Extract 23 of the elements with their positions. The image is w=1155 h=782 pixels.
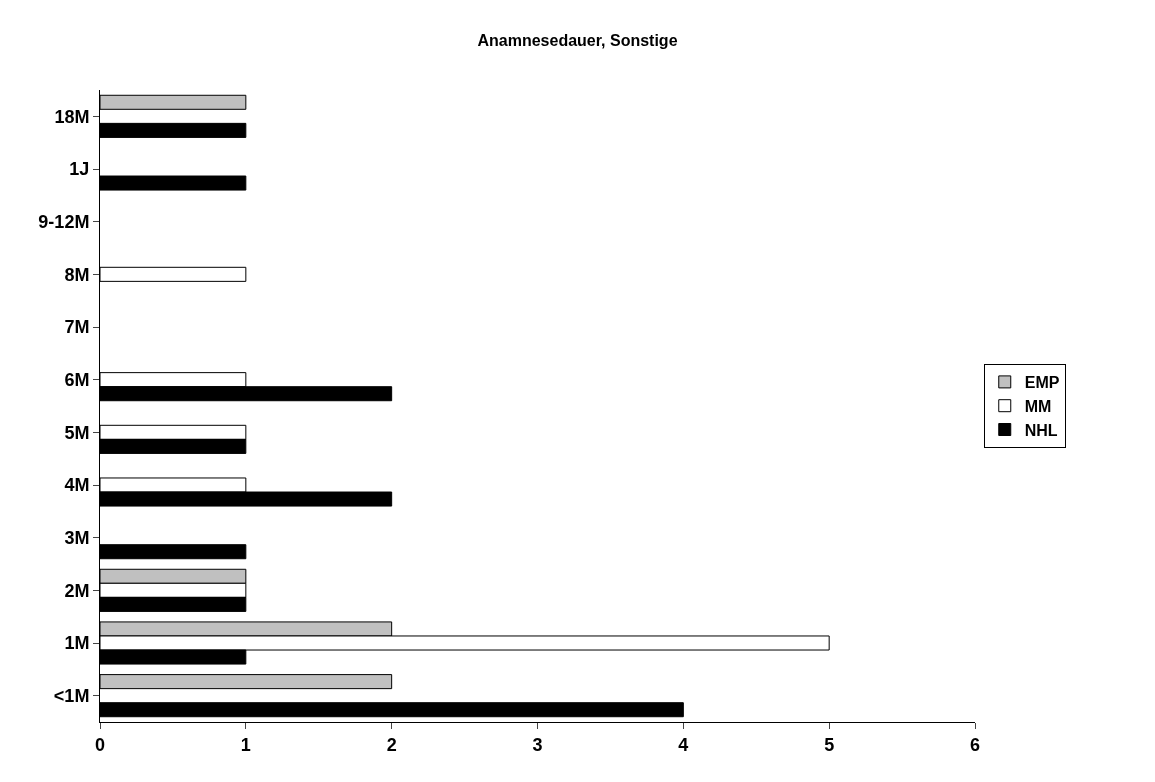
legend-label: NHL [1024,421,1058,439]
x-tick-label: 6 [969,734,981,755]
x-tick-label: 2 [386,734,397,755]
x-tick-label: 3 [532,734,543,755]
y-tick-label: 3M [64,527,90,548]
legend-label: EMP [1024,374,1060,392]
y-tick-label: 7M [64,317,90,338]
y-tick-label: 4M [64,475,90,496]
x-tick-label: 4 [678,734,689,755]
y-tick-label: 1M [64,633,90,654]
y-tick-label: 18M [54,106,90,127]
x-tick-label: 0 [94,734,106,755]
y-tick-label: <1M [53,685,90,706]
x-tick-label: 1 [240,734,251,755]
chart-title: Anamnesedauer, Sonstige [477,32,678,50]
y-tick-label: 6M [64,369,90,390]
x-tick-label: 5 [824,734,835,755]
y-tick-label: 1J [69,159,90,180]
legend-label: MM [1024,397,1052,415]
y-tick-label: 8M [64,264,90,285]
y-tick-label: 5M [64,422,90,443]
y-tick-label: 2M [64,580,90,601]
y-tick-label: 9-12M [38,211,90,232]
